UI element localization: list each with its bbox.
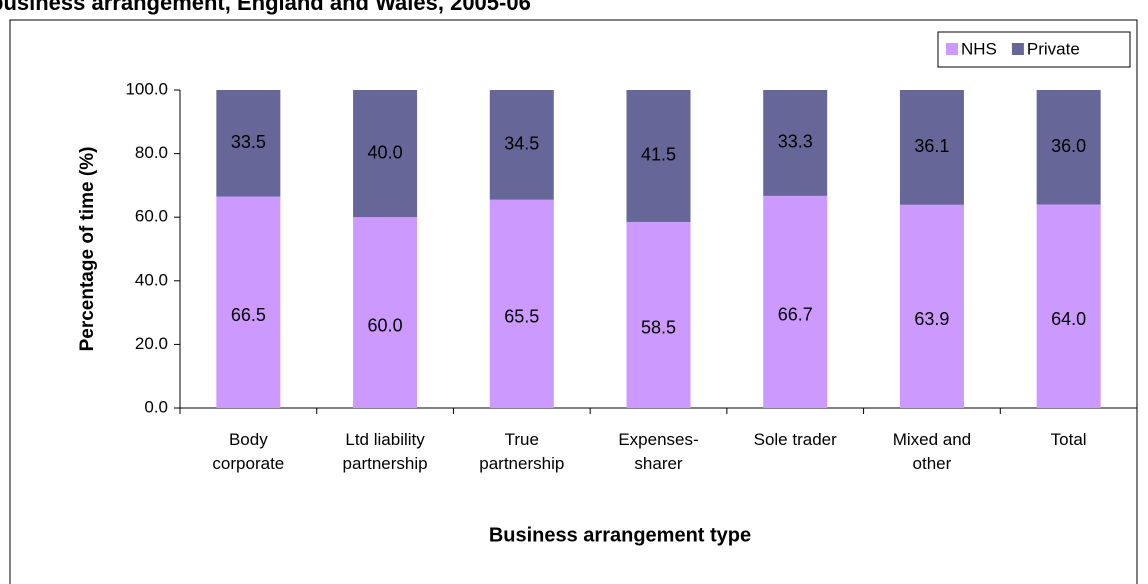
data-label: 41.5 [641, 145, 676, 165]
bar-segment [489, 90, 554, 200]
data-label: 40.0 [368, 142, 403, 162]
legend-swatch [1011, 43, 1024, 55]
x-tick-label: True partnership [479, 430, 565, 473]
legend-label: Private [1027, 39, 1080, 58]
data-label: 58.5 [641, 318, 676, 338]
data-label: 63.9 [914, 309, 949, 329]
legend-label: NHS [961, 39, 997, 58]
data-label: 33.3 [778, 132, 813, 152]
x-tick-label: Ltd liability partnership [342, 430, 428, 473]
bar-segment [626, 221, 691, 408]
x-tick-label: Mixed and other [892, 430, 972, 473]
y-tick-label: 60.0 [135, 207, 168, 226]
y-axis-title: Percentage of time (%) [77, 147, 98, 352]
legend-box [937, 31, 1131, 68]
data-label: 36.1 [914, 136, 949, 156]
data-label: 34.5 [504, 134, 539, 154]
y-tick-label: 0.0 [144, 397, 168, 416]
bar-segment [899, 90, 964, 205]
bar-segment [489, 199, 554, 408]
bar-segment [763, 195, 828, 408]
data-label: 33.5 [231, 132, 266, 152]
data-label: 65.5 [504, 307, 539, 327]
bar-segment [1036, 204, 1101, 408]
x-tick-label: Body corporate [212, 430, 285, 473]
bar-segment [216, 90, 281, 197]
data-label: 64.0 [1051, 309, 1086, 329]
bar-segment [1036, 90, 1101, 205]
bar-segment [353, 90, 418, 218]
y-tick-label: 20.0 [135, 334, 168, 353]
data-label: 36.0 [1051, 136, 1086, 156]
data-label: 66.5 [231, 305, 266, 325]
legend-swatch [946, 43, 958, 55]
x-tick-label: Sole trader [753, 430, 837, 449]
chart-border [9, 19, 1138, 584]
bar-segment [626, 90, 691, 222]
bar-segment [763, 90, 828, 196]
y-tick-label: 40.0 [135, 270, 168, 289]
x-tick-label: Total [1050, 430, 1087, 449]
x-tick-label: Expenses-sharer [618, 430, 699, 473]
y-tick-label: 80.0 [135, 143, 168, 162]
data-label: 60.0 [368, 315, 403, 335]
bar-segment [899, 204, 964, 408]
x-axis-title: Business arrangement type [489, 524, 751, 546]
data-label: 66.7 [778, 305, 813, 325]
bar-segment [353, 217, 418, 408]
bar-segment [216, 196, 281, 408]
y-tick-label: 100.0 [125, 79, 168, 98]
chart-title: business arrangement, England and Wales,… [0, 0, 531, 15]
